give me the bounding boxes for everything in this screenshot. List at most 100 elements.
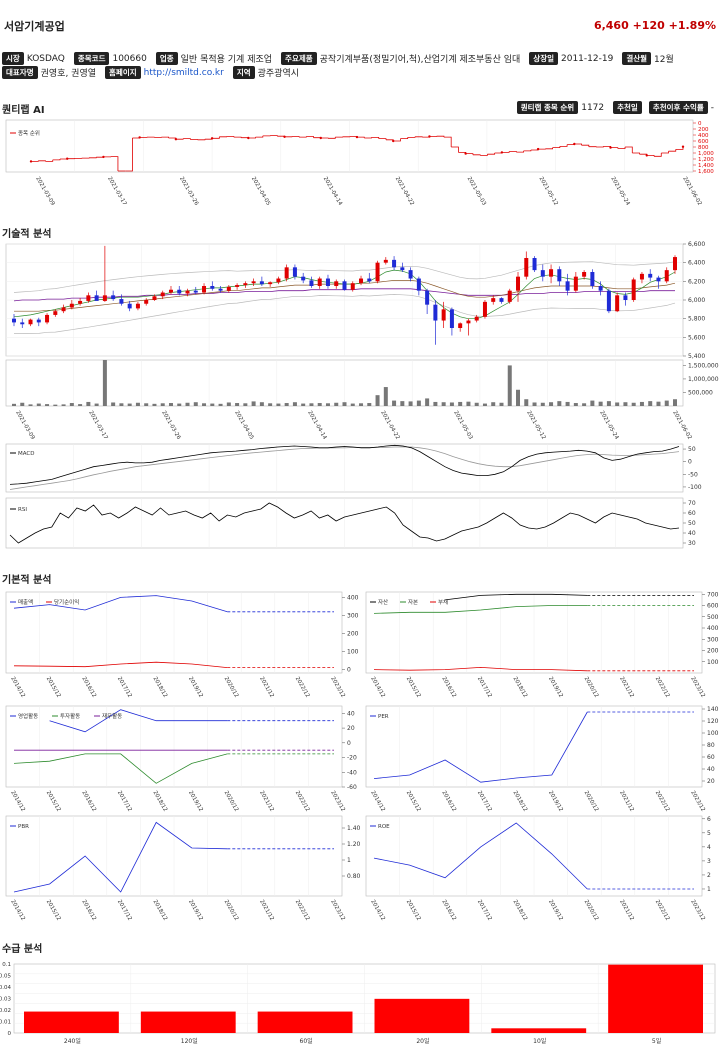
price-candle-body xyxy=(540,270,545,277)
rank-step xyxy=(125,138,133,172)
rank-ytick-label: 1,200 xyxy=(698,157,714,163)
balance-ytick-label: 300 xyxy=(707,636,719,643)
price-ytick-label: 5,800 xyxy=(688,316,705,323)
revenue-xtick-label: 2020/12 xyxy=(223,676,240,699)
homepage-link[interactable]: http://smiltd.co.kr xyxy=(143,67,224,78)
per-ytick-label: 140 xyxy=(707,706,719,713)
per-ytick-label: 40 xyxy=(707,766,715,773)
volume-bar xyxy=(202,403,207,406)
revenue-ytick-label: 100 xyxy=(347,648,359,655)
volume-bar xyxy=(491,402,496,406)
pbr-xtick-label: 2019/12 xyxy=(187,899,204,922)
volume-bar xyxy=(111,402,116,406)
price-candle-body xyxy=(53,311,58,315)
rank-xtick-label: 2021-05-24 xyxy=(609,176,630,207)
rank-ytick-label: 200 xyxy=(698,127,709,133)
rsi-legend-label: RSI xyxy=(18,507,27,513)
volume-ytick-label: 1,500,000 xyxy=(688,362,719,369)
company-name: 서암기계공업 xyxy=(4,20,65,33)
section-ai-title: 퀀티랩 AI xyxy=(2,105,45,116)
volume-bar xyxy=(458,401,463,406)
volume-bar xyxy=(20,402,25,406)
price-candle-body xyxy=(590,272,595,286)
cashflow-xtick-label: 2015/12 xyxy=(45,790,62,813)
revenue-ytick-label: 400 xyxy=(347,594,359,601)
products-value: 공작기계부품(정밀기어,척),산업기계 제조부동산 임대 xyxy=(319,55,521,65)
supply-bar xyxy=(608,964,703,1033)
price-ytick-label: 6,400 xyxy=(688,260,705,267)
rsi-line xyxy=(9,502,680,544)
volume-xtick-label: 2021-04-22 xyxy=(379,410,400,441)
supply-xtick-label: 20일 xyxy=(416,1037,429,1045)
balance-ytick-label: 100 xyxy=(707,659,719,666)
price-candle-body xyxy=(664,270,669,282)
pbr-legend-label: PBR xyxy=(18,824,29,830)
price-candle-body xyxy=(69,303,74,308)
revenue-xtick-label: 2022/12 xyxy=(294,676,311,699)
rank-point xyxy=(500,151,504,154)
revenue-legend-label: 매출액 xyxy=(18,598,33,606)
rank-ytick-label: 1,600 xyxy=(698,169,714,175)
balance-xtick-label: 2016/12 xyxy=(440,676,457,699)
rank-ytick-label: 1,400 xyxy=(698,163,714,169)
volume-bar xyxy=(210,403,215,406)
roe-xtick-label: 2022/12 xyxy=(654,899,671,922)
price-ytick-label: 6,600 xyxy=(688,241,705,248)
balance-ytick-label: 600 xyxy=(707,603,719,610)
price-candle-body xyxy=(28,319,33,325)
price-candle-body xyxy=(573,276,578,291)
volume-bar xyxy=(243,403,248,406)
volume-bar xyxy=(119,403,124,406)
price-candle-body xyxy=(648,273,653,278)
volume-xtick-label: 2021-05-24 xyxy=(598,410,619,441)
volume-bar xyxy=(251,401,256,406)
volume-bar xyxy=(673,399,677,406)
fiscal-value: 12월 xyxy=(654,55,674,65)
volume-ytick-label: 1,000,000 xyxy=(688,376,719,383)
price-candle-body xyxy=(235,285,240,287)
price-candle-body xyxy=(408,270,413,279)
listing-tag: 상장일 xyxy=(529,52,558,65)
price-candle-body xyxy=(202,286,207,293)
roe-ytick-label: 1 xyxy=(707,886,711,893)
rsi-ytick-label: 60 xyxy=(688,510,696,517)
volume-bar xyxy=(160,403,165,406)
section-technical-title: 기술적 분석 xyxy=(2,229,52,240)
price-candle-body xyxy=(623,295,628,300)
volume-bar xyxy=(516,389,521,406)
volume-bar xyxy=(127,403,132,406)
per-xtick-label: 2021/12 xyxy=(618,790,635,813)
industry-value: 일반 목적용 기계 제조업 xyxy=(180,55,273,65)
supply-bar xyxy=(24,1011,119,1033)
macd-legend-label: MACD xyxy=(18,451,35,457)
balance-xtick-label: 2017/12 xyxy=(476,676,493,699)
price-candle-body xyxy=(606,290,611,312)
volume-bar xyxy=(350,403,355,406)
price-candle-body xyxy=(94,295,99,301)
revenue-xtick-label: 2021/12 xyxy=(258,676,275,699)
rank-step xyxy=(400,137,409,140)
rank-step xyxy=(661,151,669,154)
volume-bar xyxy=(218,403,223,406)
volume-bar xyxy=(557,401,562,406)
volume-bar xyxy=(449,402,454,406)
per-xtick-label: 2014/12 xyxy=(369,790,386,813)
volume-ytick-label: 500,000 xyxy=(688,389,713,396)
macd-ytick-label: 50 xyxy=(688,446,696,453)
price-candle-body xyxy=(226,286,231,291)
stock-info-row-1: 시장 KOSDAQ 종목코드 100660 업종 일반 목적용 기계 제조업 주요제품… xyxy=(2,52,683,65)
rank-step xyxy=(552,146,561,149)
pbr-xtick-label: 2015/12 xyxy=(45,899,62,922)
price-candle-body xyxy=(507,290,512,302)
volume-bar xyxy=(12,403,16,406)
volume-bar xyxy=(193,402,198,406)
supply-xtick-label: 5일 xyxy=(652,1037,661,1045)
volume-bar xyxy=(325,403,330,406)
supply-xtick-label: 10일 xyxy=(533,1037,546,1045)
price-band-lower xyxy=(14,294,676,334)
volume-bar xyxy=(524,399,529,406)
supply-ytick-label: 0.05 xyxy=(0,974,11,980)
rank-step xyxy=(581,144,590,147)
per-series-line xyxy=(373,711,588,783)
